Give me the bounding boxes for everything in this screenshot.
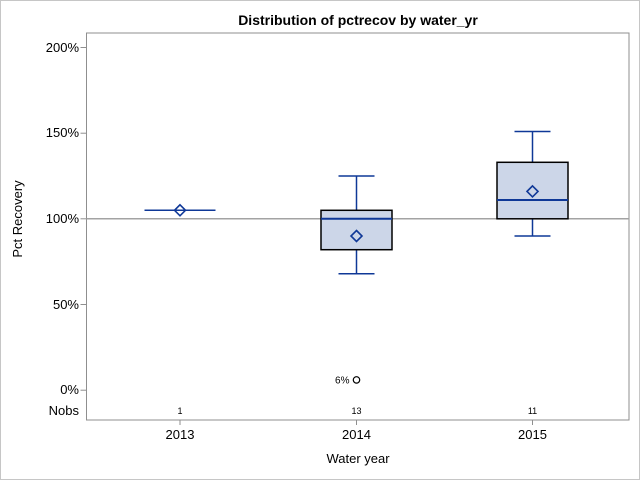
x-axis-title: Water year [326,451,390,466]
mean-diamond [349,229,364,243]
x-tick-label: 2013 [165,427,195,442]
y-tick-label: 150% [45,125,79,141]
mean-diamond [173,203,187,217]
outlier-marker [352,376,361,384]
x-tick-label: 2014 [342,427,371,442]
nobs-row-label: Nobs [48,403,79,418]
nobs-value: 13 [351,406,362,416]
y-tick-label: 100% [45,210,79,226]
chart-title: Distribution of pctrecov by water_yr [238,12,478,28]
outlier-label: 6% [335,375,350,386]
y-tick-label: 50% [52,296,79,312]
nobs-value: 11 [527,406,538,416]
mean-diamond [525,184,540,199]
nobs-value: 1 [177,406,183,416]
y-tick-label: 0% [60,382,79,398]
y-tick-label: 200% [45,39,79,55]
x-tick-label: 2015 [518,427,547,442]
plot-frame [86,32,630,421]
iqr-box [320,209,393,251]
iqr-box [496,161,569,220]
